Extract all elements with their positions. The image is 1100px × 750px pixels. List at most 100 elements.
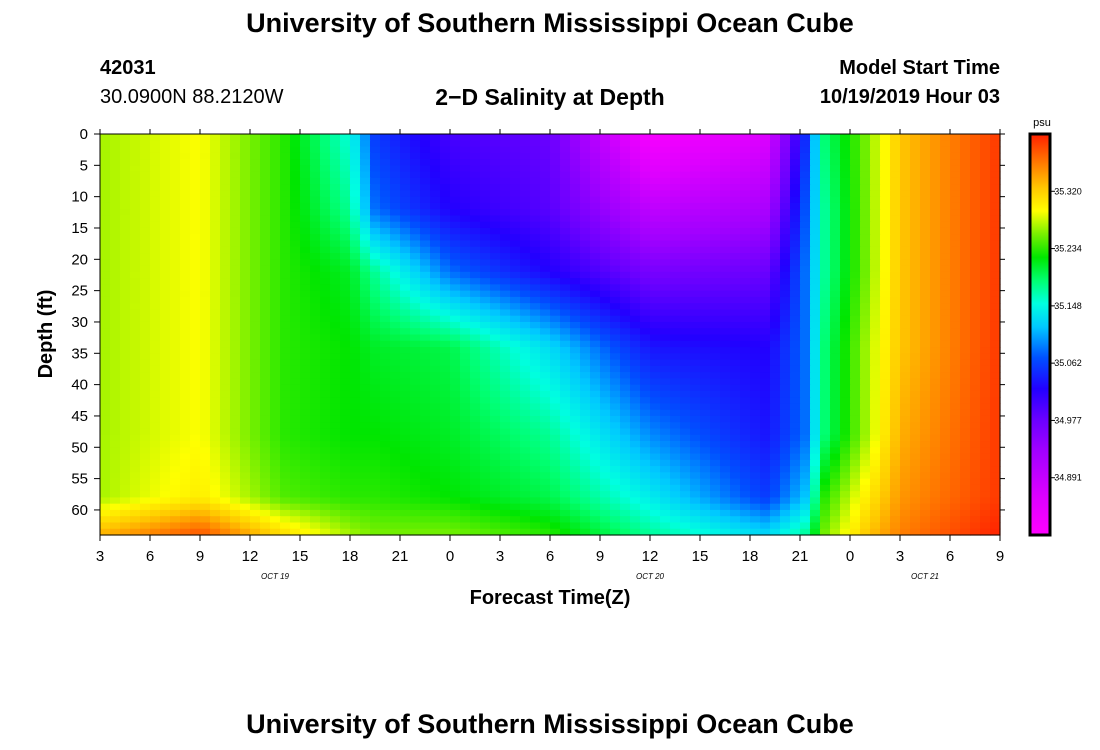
heatmap-cell xyxy=(680,215,691,223)
heatmap-cell xyxy=(530,384,541,392)
heatmap-cell xyxy=(450,397,461,405)
heatmap-cell xyxy=(410,184,421,191)
heatmap-cell xyxy=(820,234,831,242)
heatmap-cell xyxy=(500,240,511,248)
heatmap-cell xyxy=(620,196,631,204)
heatmap-cell xyxy=(460,441,471,448)
heatmap-cell xyxy=(480,177,491,185)
heatmap-cell xyxy=(130,202,141,210)
heatmap-cell xyxy=(720,202,731,210)
heatmap-cell xyxy=(150,478,161,486)
heatmap-cell xyxy=(990,265,1001,273)
heatmap-cell xyxy=(150,190,161,198)
heatmap-cell xyxy=(310,296,321,304)
heatmap-cell xyxy=(270,278,281,285)
heatmap-cell xyxy=(800,134,811,141)
heatmap-cell xyxy=(640,459,651,467)
heatmap-cell xyxy=(950,265,961,273)
heatmap-cell xyxy=(730,202,741,210)
heatmap-cell xyxy=(250,290,261,298)
heatmap-cell xyxy=(780,422,791,430)
heatmap-cell xyxy=(920,453,931,461)
heatmap-cell xyxy=(860,365,871,373)
heatmap-cell xyxy=(460,390,471,398)
heatmap-cell xyxy=(870,459,881,467)
heatmap-cell xyxy=(490,234,501,242)
heatmap-cell xyxy=(120,227,131,235)
heatmap-cell xyxy=(420,215,431,223)
heatmap-cell xyxy=(800,409,811,417)
heatmap-cell xyxy=(880,472,891,480)
heatmap-cell xyxy=(980,227,991,235)
heatmap-cell xyxy=(830,390,841,398)
heatmap-cell xyxy=(670,372,681,379)
heatmap-cell xyxy=(960,359,971,367)
heatmap-cell xyxy=(750,278,761,285)
heatmap-cell xyxy=(490,227,501,235)
heatmap-cell xyxy=(490,303,501,311)
heatmap-cell xyxy=(430,315,441,323)
heatmap-cell xyxy=(860,177,871,185)
heatmap-cell xyxy=(530,290,541,298)
heatmap-cell xyxy=(360,171,371,179)
heatmap-cell xyxy=(140,190,151,198)
heatmap-cell xyxy=(780,140,791,148)
heatmap-cell xyxy=(610,434,621,442)
heatmap-cell xyxy=(940,259,951,267)
heatmap-cell xyxy=(190,441,201,448)
heatmap-cell xyxy=(120,472,131,480)
heatmap-cell xyxy=(560,390,571,398)
heatmap-cell xyxy=(130,152,141,160)
heatmap-cell xyxy=(260,165,271,173)
heatmap-cell xyxy=(660,365,671,373)
heatmap-cell xyxy=(210,234,221,242)
heatmap-cell xyxy=(390,253,401,260)
heatmap-cell xyxy=(100,296,111,304)
heatmap-cell xyxy=(190,415,201,423)
heatmap-cell xyxy=(240,202,251,210)
heatmap-cell xyxy=(110,253,121,260)
heatmap-cell xyxy=(580,146,591,154)
heatmap-cell xyxy=(710,453,721,461)
heatmap-cell xyxy=(670,415,681,423)
heatmap-cell xyxy=(810,441,821,448)
heatmap-cell xyxy=(760,253,771,260)
heatmap-cell xyxy=(750,259,761,267)
heatmap-cell xyxy=(490,253,501,260)
heatmap-cell xyxy=(810,271,821,279)
heatmap-cell xyxy=(900,165,911,173)
heatmap-cell xyxy=(380,378,391,386)
heatmap-cell xyxy=(780,265,791,273)
heatmap-cell xyxy=(450,196,461,204)
heatmap-cell xyxy=(580,284,591,292)
heatmap-cell xyxy=(420,372,431,379)
heatmap-cell xyxy=(340,409,351,417)
heatmap-cell xyxy=(820,441,831,448)
heatmap-cell xyxy=(550,334,561,342)
heatmap-cell xyxy=(280,353,291,361)
heatmap-cell xyxy=(730,227,741,235)
heatmap-cell xyxy=(910,409,921,417)
heatmap-cell xyxy=(990,390,1001,398)
heatmap-cell xyxy=(300,234,311,242)
heatmap-cell xyxy=(870,190,881,198)
heatmap-cell xyxy=(920,447,931,455)
heatmap-cell xyxy=(110,146,121,154)
heatmap-cell xyxy=(630,466,641,473)
heatmap-cell xyxy=(860,472,871,480)
heatmap-cell xyxy=(310,190,321,198)
heatmap-cell xyxy=(500,221,511,229)
heatmap-cell xyxy=(540,234,551,242)
heatmap-cell xyxy=(140,290,151,298)
heatmap-cell xyxy=(960,190,971,198)
heatmap-cell xyxy=(540,227,551,235)
heatmap-cell xyxy=(520,415,531,423)
heatmap-cell xyxy=(660,390,671,398)
heatmap-cell xyxy=(340,478,351,486)
heatmap-cell xyxy=(620,177,631,185)
heatmap-cell xyxy=(200,403,211,411)
heatmap-cell xyxy=(130,253,141,260)
heatmap-cell xyxy=(890,359,901,367)
heatmap-cell xyxy=(740,328,751,336)
heatmap-cell xyxy=(760,359,771,367)
